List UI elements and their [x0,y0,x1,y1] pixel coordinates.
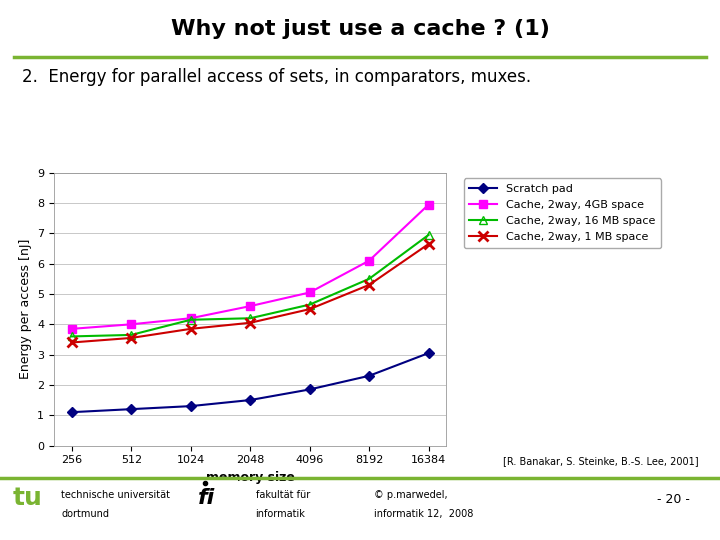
Text: - 20 -: - 20 - [657,493,690,506]
X-axis label: memory size: memory size [206,471,294,484]
Text: Why not just use a cache ? (1): Why not just use a cache ? (1) [171,19,549,39]
Text: fakultät für: fakultät für [256,490,310,500]
Text: informatik: informatik [256,509,305,519]
Text: © p.marwedel,: © p.marwedel, [374,490,448,500]
Text: 2.  Energy for parallel access of sets, in comparators, muxes.: 2. Energy for parallel access of sets, i… [22,68,531,85]
Text: tu: tu [13,486,42,510]
Legend: Scratch pad, Cache, 2way, 4GB space, Cache, 2way, 16 MB space, Cache, 2way, 1 MB: Scratch pad, Cache, 2way, 4GB space, Cac… [464,178,661,248]
Text: dortmund: dortmund [61,509,109,519]
Text: [R. Banakar, S. Steinke, B.-S. Lee, 2001]: [R. Banakar, S. Steinke, B.-S. Lee, 2001… [503,456,698,467]
Y-axis label: Energy per access [nJ]: Energy per access [nJ] [19,239,32,379]
Text: fi: fi [198,488,215,508]
Text: technische universität: technische universität [61,490,170,500]
Text: informatik 12,  2008: informatik 12, 2008 [374,509,474,519]
